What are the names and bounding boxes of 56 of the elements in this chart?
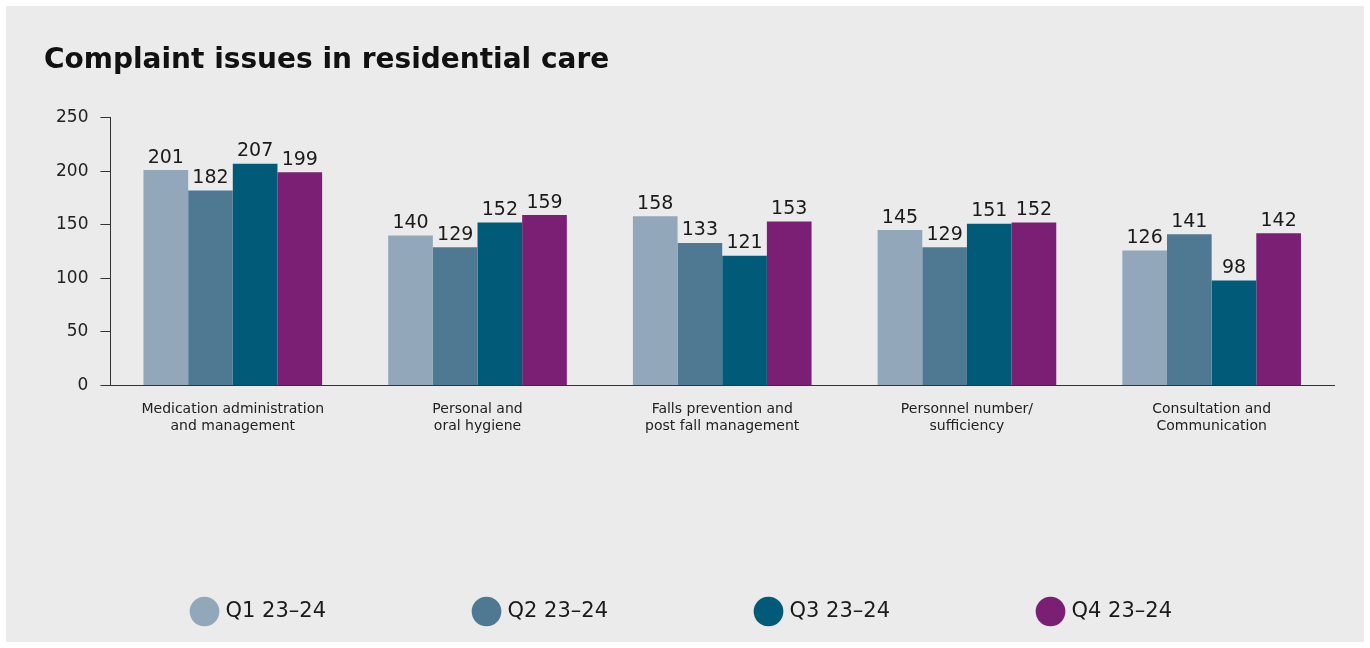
bar — [922, 247, 967, 385]
data-label: 182 — [192, 164, 229, 187]
data-label: 152 — [1015, 197, 1053, 220]
data-label: 140 — [392, 209, 429, 232]
data-label: 153 — [771, 195, 808, 218]
x-tick-label: Falls prevention and post fall management — [645, 400, 800, 434]
data-label: 129 — [437, 221, 474, 244]
data-label: 151 — [971, 198, 1008, 221]
legend-label: Q1 23–24 — [225, 597, 327, 622]
data-label: 152 — [481, 197, 518, 220]
y-tick-label: 100 — [55, 266, 89, 287]
bar — [143, 170, 189, 385]
data-label: 199 — [281, 146, 318, 169]
x-tick-label: Personal and oral hygiene — [432, 400, 523, 434]
bar — [1166, 234, 1212, 385]
bar — [632, 216, 678, 385]
bar — [722, 255, 767, 385]
bar — [1256, 233, 1301, 385]
y-tick-label: 250 — [55, 106, 89, 127]
data-label: 126 — [1126, 224, 1163, 247]
data-label: 141 — [1171, 208, 1208, 231]
x-tick-label: Consultation and Communication — [1152, 400, 1272, 434]
legend-label: Q2 23–24 — [507, 597, 609, 622]
bar — [477, 222, 523, 385]
data-label: 158 — [637, 190, 674, 213]
data-label: 159 — [526, 189, 563, 212]
data-label: 201 — [147, 144, 184, 167]
data-label: 121 — [726, 230, 763, 253]
data-label: 207 — [237, 138, 274, 161]
bar — [1211, 280, 1257, 385]
y-tick-label: 150 — [55, 213, 89, 234]
bar — [232, 163, 278, 385]
bar — [1122, 250, 1167, 385]
bar — [877, 230, 923, 385]
data-label: 129 — [926, 221, 963, 244]
legend-label: Q3 23–24 — [789, 597, 891, 622]
data-label: 145 — [881, 204, 919, 227]
x-tick-label: Medication administration and management — [141, 400, 325, 434]
bar — [766, 221, 812, 385]
bar — [188, 190, 233, 385]
y-tick-label: 50 — [66, 320, 89, 341]
bar — [432, 247, 478, 385]
bar — [677, 242, 723, 385]
bar — [1011, 222, 1057, 385]
bar — [277, 172, 323, 385]
chart-title: Complaint issues in residential care — [44, 42, 610, 76]
bar — [388, 235, 433, 385]
bar — [522, 215, 567, 385]
legend-label: Q4 23–24 — [1071, 597, 1173, 622]
y-tick-label: 200 — [55, 159, 89, 180]
bar — [966, 223, 1012, 385]
data-label: 142 — [1260, 207, 1297, 230]
x-tick-label: Personnel number/ sufficiency — [900, 400, 1034, 434]
y-tick-label: 0 — [77, 373, 89, 394]
data-label: 133 — [681, 217, 719, 240]
data-label: 98 — [1221, 254, 1247, 277]
